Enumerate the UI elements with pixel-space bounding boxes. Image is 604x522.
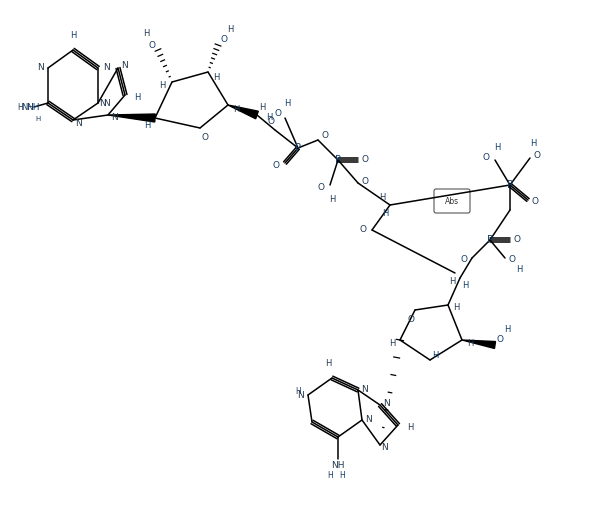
Text: O: O [460, 255, 467, 265]
Text: H: H [432, 350, 438, 360]
Polygon shape [462, 340, 495, 349]
Text: NH: NH [22, 103, 34, 113]
Text: H: H [259, 102, 265, 112]
Text: H: H [266, 113, 272, 123]
Text: O: O [496, 336, 504, 345]
Text: O: O [268, 117, 274, 126]
Text: N: N [111, 113, 117, 122]
Text: P: P [295, 143, 301, 153]
Text: H: H [462, 281, 468, 291]
Text: N: N [103, 64, 109, 73]
Polygon shape [108, 114, 155, 122]
Text: N: N [75, 118, 82, 127]
Text: H: H [284, 99, 290, 108]
Text: H: H [70, 31, 76, 41]
Text: O: O [509, 255, 515, 265]
Text: H: H [329, 195, 335, 204]
Text: O: O [202, 134, 208, 143]
Text: H: H [449, 277, 455, 286]
Text: O: O [359, 226, 367, 234]
Text: O: O [318, 183, 324, 192]
Text: N: N [298, 390, 304, 399]
Text: H: H [159, 80, 165, 89]
Text: N: N [382, 444, 388, 453]
Text: H: H [143, 30, 149, 39]
Text: O: O [274, 110, 281, 118]
Text: O: O [408, 315, 414, 325]
Text: O: O [362, 156, 368, 164]
Text: O: O [483, 153, 489, 162]
Text: H: H [134, 92, 140, 101]
Text: H: H [504, 326, 510, 335]
Text: H: H [379, 193, 385, 201]
Text: H: H [516, 266, 522, 275]
Text: N: N [365, 416, 373, 424]
FancyBboxPatch shape [434, 189, 470, 213]
Text: H: H [407, 422, 413, 432]
Text: H: H [295, 386, 301, 396]
Text: N: N [37, 64, 43, 73]
Text: N: N [103, 99, 109, 108]
Text: O: O [513, 235, 521, 244]
Text: H: H [467, 339, 473, 349]
Text: O: O [220, 35, 228, 44]
Text: O: O [532, 197, 539, 207]
Text: O: O [321, 132, 329, 140]
Text: N: N [121, 62, 127, 70]
Text: H: H [327, 471, 333, 480]
Text: H: H [233, 105, 239, 114]
Text: H: H [17, 103, 23, 113]
Text: H: H [530, 139, 536, 148]
Text: P: P [487, 235, 493, 245]
Text: O: O [149, 41, 155, 50]
Text: N: N [362, 386, 368, 395]
Text: H: H [382, 208, 388, 218]
Polygon shape [228, 105, 259, 119]
Text: N: N [382, 398, 390, 408]
Text: Abs: Abs [445, 196, 459, 206]
Text: NH: NH [331, 461, 345, 470]
Text: H: H [453, 303, 459, 313]
Text: P: P [335, 155, 341, 165]
Text: H: H [36, 116, 40, 122]
Text: H: H [494, 143, 500, 151]
Text: N: N [100, 99, 106, 108]
Text: NH: NH [26, 103, 40, 113]
Text: O: O [272, 160, 280, 170]
Text: H: H [227, 25, 233, 33]
Text: O: O [362, 176, 368, 185]
Text: H: H [339, 471, 345, 480]
Text: H: H [213, 73, 219, 81]
Text: P: P [507, 180, 513, 190]
Text: H: H [389, 338, 395, 348]
Text: H: H [325, 360, 331, 369]
Text: O: O [533, 151, 541, 160]
Text: H: H [144, 122, 150, 130]
